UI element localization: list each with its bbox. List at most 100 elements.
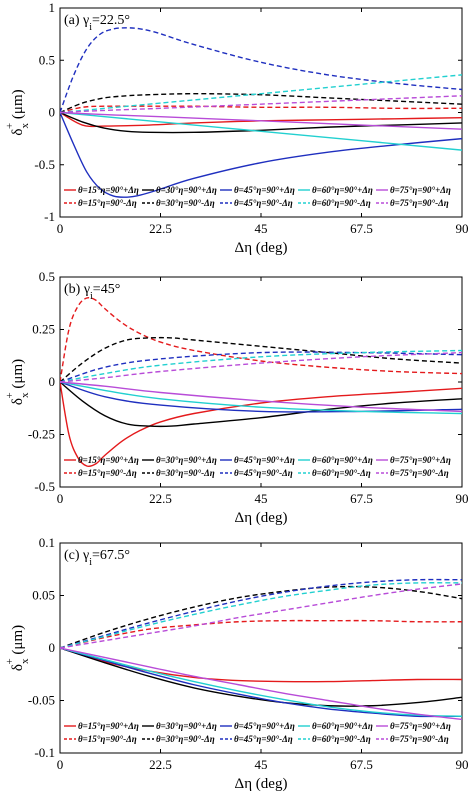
- y-tick-label: 0.5: [39, 269, 55, 284]
- y-axis-label: δx+ (μm): [4, 359, 31, 405]
- legend-entry: θ=60°η=90°+Δη: [312, 185, 373, 195]
- series-line-theta15-plus: [60, 381, 462, 468]
- series-line-theta45-plus: [60, 381, 462, 413]
- legend-entry: θ=60°η=90°+Δη: [312, 455, 373, 465]
- series-line-theta45-minus: [60, 27, 462, 113]
- series-line-theta45-plus: [60, 112, 462, 198]
- y-tick-label: 1: [49, 0, 56, 15]
- x-tick-label: 90: [456, 757, 469, 772]
- series-line-theta60-minus: [60, 74, 462, 114]
- x-axis-label: Δη (deg): [235, 510, 288, 526]
- x-tick-label: 67.5: [350, 221, 373, 236]
- legend-entry: θ=75°η=90°+Δη: [390, 721, 451, 731]
- legend-entry: θ=75°η=90°-Δη: [390, 198, 449, 208]
- legend-entry: θ=15°η=90°-Δη: [78, 468, 137, 478]
- legend-entry: θ=15°η=90°+Δη: [78, 185, 139, 195]
- series-line-theta15-minus: [60, 619, 462, 649]
- x-tick-label: 45: [255, 757, 268, 772]
- y-tick-label: -0.05: [28, 693, 55, 708]
- panel-title: (b) γi=45°: [64, 282, 120, 302]
- legend-entry: θ=75°η=90°-Δη: [390, 468, 449, 478]
- legend: θ=15°η=90°+Δη θ=15°η=90°-Δη θ=30°η=90°+Δη θ…: [64, 721, 451, 744]
- y-tick-label: 0.05: [32, 588, 55, 603]
- y-tick-label: 0: [49, 105, 56, 120]
- legend-entry: θ=75°η=90°+Δη: [390, 185, 451, 195]
- legend-entry: θ=15°η=90°-Δη: [78, 198, 137, 208]
- y-tick-label: -0.5: [34, 157, 55, 172]
- series-group: [60, 296, 462, 468]
- series-line-theta45-plus: [60, 647, 462, 718]
- series-line-theta75-plus: [60, 381, 462, 413]
- x-tick-label: 90: [456, 491, 469, 506]
- x-tick-label: 90: [456, 221, 469, 236]
- x-tick-label: 22.5: [149, 221, 172, 236]
- y-tick-label: -0.5: [34, 479, 55, 494]
- legend-entry: θ=15°η=90°-Δη: [78, 734, 137, 744]
- legend-entry: θ=30°η=90°-Δη: [156, 198, 215, 208]
- series-line-theta75-minus: [60, 351, 462, 383]
- series-line-theta60-minus: [60, 349, 462, 383]
- legend-entry: θ=45°η=90°+Δη: [234, 455, 295, 465]
- legend: θ=15°η=90°+Δη θ=15°η=90°-Δη θ=30°η=90°+Δη θ…: [64, 455, 451, 478]
- legend-entry: θ=30°η=90°-Δη: [156, 468, 215, 478]
- y-tick-label: 0: [49, 640, 56, 655]
- series-line-theta75-minus: [60, 95, 462, 114]
- series-line-theta60-plus: [60, 111, 462, 151]
- legend-entry: θ=45°η=90°+Δη: [234, 721, 295, 731]
- legend-entry: θ=60°η=90°+Δη: [312, 721, 373, 731]
- x-tick-label: 0: [57, 221, 64, 236]
- legend-entry: θ=45°η=90°-Δη: [234, 734, 293, 744]
- legend-entry: θ=30°η=90°-Δη: [156, 734, 215, 744]
- y-tick-label: 0: [49, 374, 56, 389]
- y-tick-label: -0.1: [34, 745, 55, 760]
- panel-title: (a) γi=22.5°: [64, 13, 130, 33]
- legend: θ=15°η=90°+Δη θ=15°η=90°-Δη θ=30°η=90°+Δη θ…: [64, 185, 451, 208]
- series-line-theta15-plus: [60, 111, 462, 128]
- x-axis-label: Δη (deg): [235, 776, 288, 792]
- x-tick-label: 67.5: [350, 757, 373, 772]
- legend-entry: θ=45°η=90°-Δη: [234, 198, 293, 208]
- series-line-theta45-minus: [60, 351, 462, 383]
- series-line-theta30-plus: [60, 647, 462, 707]
- series-line-theta60-plus: [60, 647, 462, 717]
- chart-panel-3: 0 22.5 45 67.5 90 -0.1 -0.05 0 0.05 0.1 Δη (deg) δx…: [4, 535, 469, 792]
- series-line-theta30-minus: [60, 336, 462, 383]
- x-tick-label: 0: [57, 757, 64, 772]
- series-line-theta75-plus: [60, 647, 462, 721]
- legend-entry: θ=45°η=90°+Δη: [234, 185, 295, 195]
- legend-entry: θ=15°η=90°+Δη: [78, 455, 139, 465]
- y-tick-label: 0.1: [39, 535, 55, 550]
- x-tick-label: 45: [255, 491, 268, 506]
- series-group: [60, 27, 462, 198]
- legend-entry: θ=60°η=90°-Δη: [312, 198, 371, 208]
- legend-entry: θ=30°η=90°+Δη: [156, 185, 217, 195]
- y-axis-label: δx+ (μm): [4, 89, 31, 135]
- x-tick-label: 22.5: [149, 757, 172, 772]
- chart-panel-1: 0 22.5 45 67.5 90 -1 -0.5 0 0.5 1 Δη (deg) δx+ (μm)…: [4, 0, 469, 256]
- legend-entry: θ=60°η=90°-Δη: [312, 734, 371, 744]
- series-line-theta60-minus: [60, 582, 462, 649]
- x-tick-label: 0: [57, 491, 64, 506]
- series-group: [60, 578, 462, 721]
- y-tick-label: -1: [44, 209, 55, 224]
- legend-entry: θ=60°η=90°-Δη: [312, 468, 371, 478]
- series-line-theta30-minus: [60, 92, 462, 114]
- legend-entry: θ=15°η=90°+Δη: [78, 721, 139, 731]
- series-line-theta60-plus: [60, 381, 462, 415]
- series-line-theta75-plus: [60, 111, 462, 130]
- chart-panel-2: 0 22.5 45 67.5 90 -0.5 -0.25 0 0.25 0.5 Δη (deg) δx…: [4, 269, 469, 526]
- series-line-theta75-minus: [60, 583, 462, 649]
- x-axis-label: Δη (deg): [235, 240, 288, 256]
- series-line-theta15-minus: [60, 105, 462, 114]
- series-line-theta30-minus: [60, 585, 462, 649]
- x-tick-label: 67.5: [350, 491, 373, 506]
- y-tick-label: 0.5: [39, 52, 55, 67]
- y-axis-label: δx+ (μm): [4, 625, 31, 671]
- legend-entry: θ=45°η=90°-Δη: [234, 468, 293, 478]
- x-tick-label: 45: [255, 221, 268, 236]
- legend-entry: θ=75°η=90°+Δη: [390, 455, 451, 465]
- y-tick-label: -0.25: [28, 427, 55, 442]
- legend-entry: θ=30°η=90°+Δη: [156, 455, 217, 465]
- x-tick-label: 22.5: [149, 491, 172, 506]
